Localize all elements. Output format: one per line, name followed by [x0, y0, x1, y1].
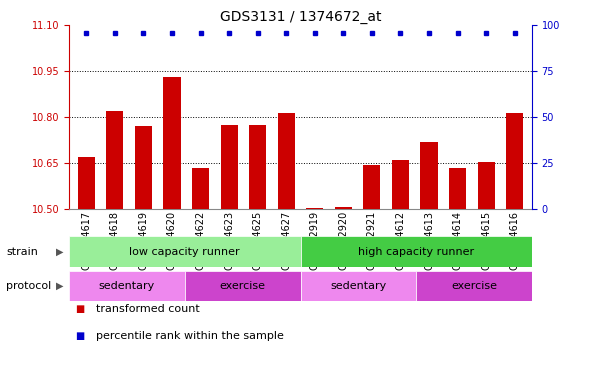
Bar	[69, 271, 185, 301]
Text: low capacity runner: low capacity runner	[129, 247, 240, 257]
Bar	[392, 160, 409, 209]
Bar	[416, 271, 532, 301]
Text: GDS3131 / 1374672_at: GDS3131 / 1374672_at	[220, 10, 381, 23]
Text: ▶: ▶	[56, 247, 63, 257]
Bar	[449, 168, 466, 209]
Bar	[307, 208, 323, 209]
Text: ■: ■	[75, 331, 84, 341]
Text: strain: strain	[6, 247, 38, 257]
Bar	[69, 236, 300, 267]
Bar	[421, 142, 438, 209]
Bar	[78, 157, 95, 209]
Bar	[335, 207, 352, 209]
Text: exercise: exercise	[219, 281, 266, 291]
Bar	[300, 236, 532, 267]
Bar	[478, 162, 495, 209]
Text: percentile rank within the sample: percentile rank within the sample	[96, 331, 284, 341]
Text: protocol: protocol	[6, 281, 51, 291]
Bar	[221, 125, 237, 209]
Text: ■: ■	[75, 304, 84, 314]
Bar	[185, 271, 300, 301]
Bar	[192, 168, 209, 209]
Bar	[135, 126, 152, 209]
Text: ▶: ▶	[56, 281, 63, 291]
Text: sedentary: sedentary	[99, 281, 155, 291]
Text: sedentary: sedentary	[330, 281, 386, 291]
Bar	[163, 77, 180, 209]
Bar	[106, 111, 123, 209]
Text: transformed count: transformed count	[96, 304, 200, 314]
Bar	[249, 125, 266, 209]
Text: high capacity runner: high capacity runner	[358, 247, 474, 257]
Bar	[300, 271, 416, 301]
Bar	[364, 165, 380, 209]
Bar	[278, 113, 294, 209]
Bar	[506, 113, 523, 209]
Text: exercise: exercise	[451, 281, 497, 291]
